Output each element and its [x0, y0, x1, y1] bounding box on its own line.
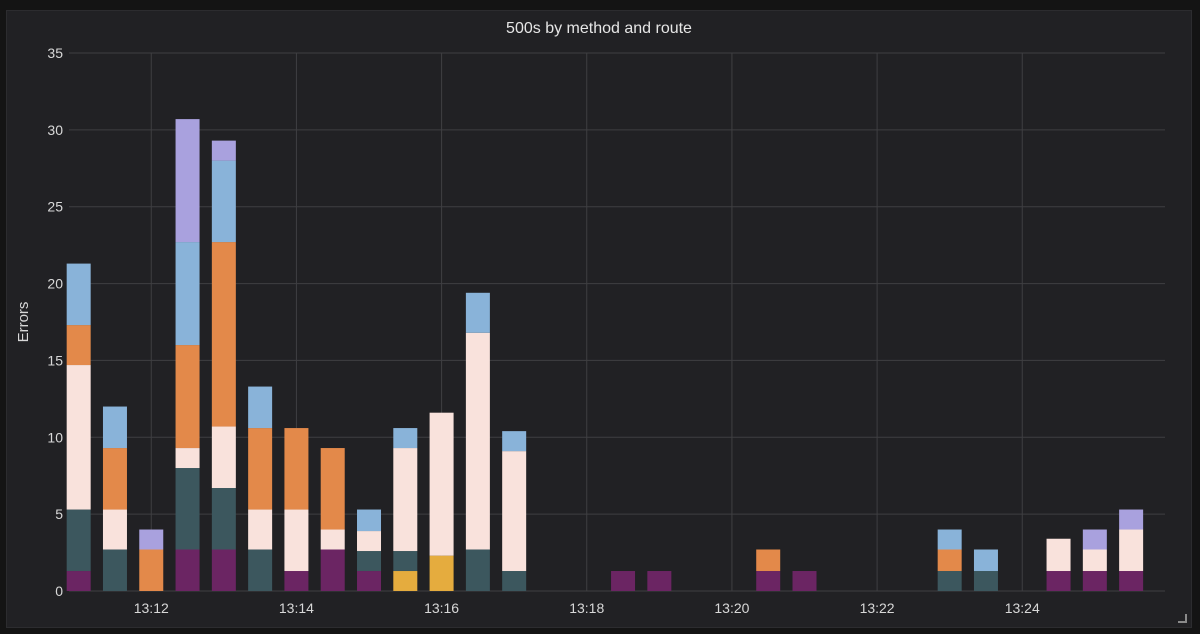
y-tick-label: 0	[55, 583, 63, 599]
bar-segment	[973, 571, 998, 591]
bar-segment	[211, 426, 236, 489]
bar-segment	[102, 448, 127, 510]
bar-segment	[611, 571, 636, 591]
bar-segment	[175, 448, 200, 469]
bar-segment	[429, 555, 454, 591]
x-tick-label: 13:14	[279, 600, 314, 616]
bar-segment	[66, 509, 91, 572]
x-tick-label: 13:20	[714, 600, 749, 616]
bar-segment	[357, 531, 382, 552]
bar-segment	[393, 551, 418, 572]
bar-segment	[1046, 571, 1071, 591]
bar-segment	[429, 412, 454, 556]
bar-segment	[320, 529, 345, 550]
resize-handle[interactable]	[1178, 614, 1187, 623]
bar-segment	[792, 571, 817, 591]
bar-segment	[175, 119, 200, 243]
bar-segment	[1119, 571, 1144, 591]
bar-segment	[66, 325, 91, 366]
bar-segment	[465, 292, 490, 333]
bar-segment	[284, 571, 309, 591]
bar-segment	[248, 509, 273, 550]
bar-segment	[973, 549, 998, 572]
bar-segment	[937, 529, 962, 550]
bar-segment	[1082, 529, 1107, 550]
bar-segment	[1119, 509, 1144, 530]
bar-segment	[66, 365, 91, 510]
bar-segment	[175, 345, 200, 449]
x-tick-label: 13:22	[860, 600, 895, 616]
bar-segment	[1082, 549, 1107, 572]
bar-segment	[284, 509, 309, 572]
x-tick-label: 13:12	[134, 600, 169, 616]
bar-segment	[139, 549, 164, 591]
bar-segment	[393, 428, 418, 449]
bar-segment	[248, 386, 273, 429]
bar-segment	[102, 549, 127, 591]
bar-segment	[102, 509, 127, 550]
bar-segment	[756, 549, 781, 572]
bar-segment	[139, 529, 164, 550]
bar-segment	[502, 571, 527, 591]
bar-segment	[937, 571, 962, 591]
bar-segment	[1046, 538, 1071, 572]
bar-segment	[502, 431, 527, 452]
bar-segment	[393, 448, 418, 552]
y-tick-label: 30	[47, 122, 63, 138]
bar-segment	[1082, 571, 1107, 591]
y-tick-label: 35	[47, 45, 63, 61]
bar-segment	[393, 571, 418, 591]
bar-segment	[248, 428, 273, 510]
x-tick-label: 13:18	[569, 600, 604, 616]
bar-segment	[102, 406, 127, 449]
y-tick-label: 10	[47, 429, 63, 445]
bar-segment	[1119, 529, 1144, 572]
bar-segment	[211, 160, 236, 243]
y-tick-label: 15	[47, 352, 63, 368]
bar-segment	[357, 571, 382, 591]
bar-segment	[357, 509, 382, 532]
bar-segment	[502, 451, 527, 572]
chart-svg: 0 5 10 15 20 25 30 35 13:12 13:14 13:16 13:18 13:20 1…	[15, 45, 1165, 616]
bar-segment	[66, 263, 91, 326]
bar-segment	[248, 549, 273, 591]
bar-segment	[211, 242, 236, 427]
bar-segment	[357, 551, 382, 572]
bar-segment	[66, 571, 91, 591]
bar-segment	[937, 549, 962, 572]
bar-segment	[320, 448, 345, 530]
bar-segment	[756, 571, 781, 591]
bar-segment	[465, 332, 490, 550]
bar-segment	[211, 140, 236, 161]
bar-segment	[211, 488, 236, 550]
y-tick-label: 20	[47, 276, 63, 292]
bar-segment	[647, 571, 672, 591]
y-tick-label: 5	[55, 506, 63, 522]
x-tick-label: 13:16	[424, 600, 459, 616]
chart-panel: 500s by method and route 0 5 10 15 20 25 30 35 1…	[6, 10, 1192, 628]
x-tick-label: 13:24	[1005, 600, 1040, 616]
bar-segment	[175, 549, 200, 591]
y-axis-label: Errors	[15, 302, 32, 343]
bar-segment	[211, 549, 236, 591]
panel-title[interactable]: 500s by method and route	[506, 20, 692, 37]
y-tick-label: 25	[47, 199, 63, 215]
bar-segment	[320, 549, 345, 591]
bar-segment	[175, 468, 200, 550]
bar-segment	[284, 428, 309, 510]
bar-segment	[465, 549, 490, 591]
bar-segment	[175, 242, 200, 346]
